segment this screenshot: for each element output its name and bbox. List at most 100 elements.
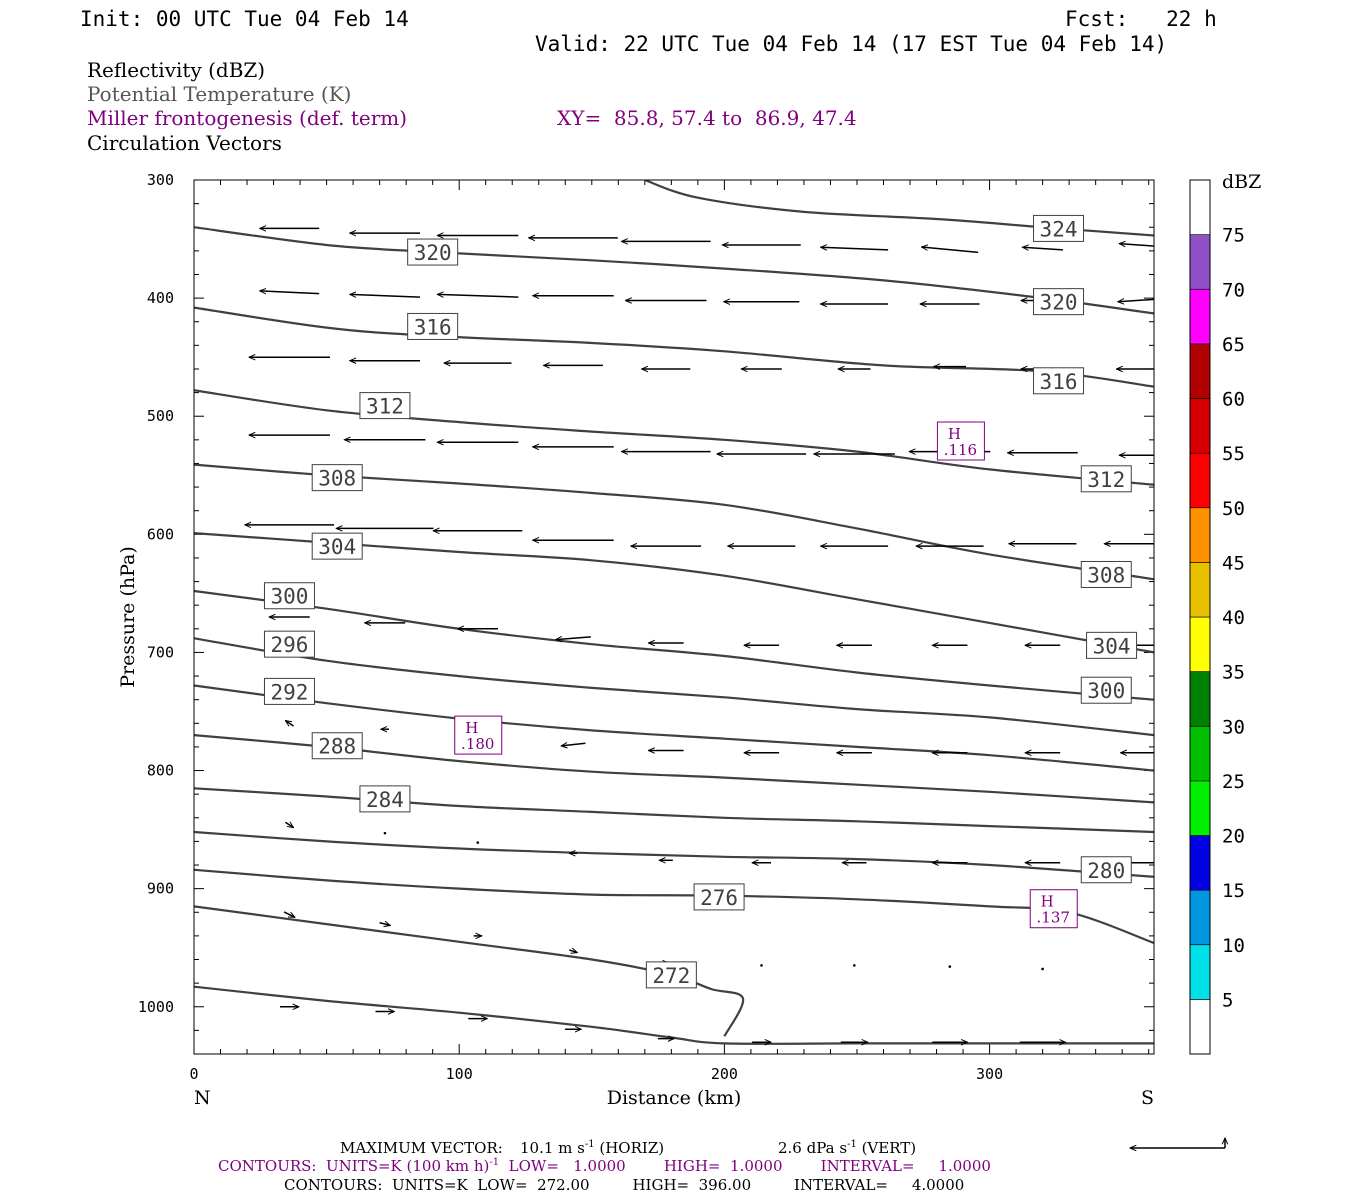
reference-vector <box>1130 1138 1225 1148</box>
y-tick-label: 800 <box>147 762 174 780</box>
colorbar-segment <box>1189 343 1211 399</box>
colorbar-level: 40 <box>1222 607 1245 629</box>
y-axis-label: Pressure (hPa) <box>117 546 139 688</box>
y-tick-label: 300 <box>147 171 174 189</box>
colorbar-segment <box>1189 288 1211 345</box>
valid-time: Valid: 22 UTC Tue 04 Feb 14 (17 EST Tue … <box>535 32 1167 56</box>
isentrope-label: 316 <box>407 312 459 340</box>
isentrope-label-text: 316 <box>414 315 452 339</box>
colorbar-segment <box>1189 234 1211 290</box>
field-theta: Potential Temperature (K) <box>87 82 351 106</box>
x-tick-label: 300 <box>976 1065 1003 1083</box>
vector-arrow <box>922 247 979 254</box>
y-tick-label: 700 <box>147 643 174 661</box>
isentrope-label: 308 <box>311 464 363 492</box>
isentrope-label-text: 300 <box>271 585 309 609</box>
vector-arrow <box>285 721 294 726</box>
isentrope-316 <box>194 306 1154 388</box>
isentrope-label-box <box>359 785 411 813</box>
isentrope-label-box <box>263 677 315 705</box>
colorbar-level: 45 <box>1222 552 1245 574</box>
x-tick-label: 200 <box>711 1065 738 1083</box>
colorbar-segment <box>1189 835 1211 891</box>
isentrope-312 <box>194 389 1154 486</box>
y-tick-label: 1000 <box>138 998 174 1016</box>
vector-arrow <box>283 911 295 918</box>
isentrope-label-box <box>1033 214 1085 242</box>
x-tick-labels: 0 100 200 300 <box>189 1065 1003 1083</box>
vector-dot <box>853 964 856 967</box>
maximum-value: .137 <box>1037 909 1070 927</box>
isentrope-label-text: 304 <box>318 535 356 559</box>
isentrope-lines <box>194 180 1154 1045</box>
vector-arrow <box>437 294 519 298</box>
isentrope-label-box <box>1033 367 1085 395</box>
vector-arrow <box>1119 244 1154 247</box>
vector-arrow <box>1022 247 1063 250</box>
isentrope-label-text: 300 <box>1087 679 1125 703</box>
isentrope-label-text: 280 <box>1087 859 1125 883</box>
vector-arrow <box>284 822 293 827</box>
isentrope-label-box <box>263 582 315 610</box>
reflectivity-colorbar: 5 10 15 20 25 30 35 40 45 50 55 60 65 70 75 <box>1189 179 1245 1055</box>
isentrope-label: 284 <box>359 785 411 813</box>
isentrope-284 <box>194 787 1154 834</box>
init-time: Init: 00 UTC Tue 04 Feb 14 <box>80 7 409 31</box>
x-axis-label: Distance (km) <box>607 1087 742 1109</box>
x-tick-label: 100 <box>446 1065 473 1083</box>
vector-arrow <box>379 923 391 926</box>
colorbar-level: 65 <box>1222 334 1245 356</box>
isentrope-320 <box>194 226 1154 315</box>
vector-dot <box>760 964 763 967</box>
colorbar-segment <box>1189 999 1211 1055</box>
y-tick-label: 500 <box>147 407 174 425</box>
x-tick-label: 0 <box>189 1065 198 1083</box>
isentrope-label-text: 316 <box>1040 370 1078 394</box>
isentrope-lowest <box>194 985 1154 1045</box>
isentrope-label: 304 <box>1086 631 1138 659</box>
isentrope-label: 324 <box>1033 214 1085 242</box>
isentrope-label-text: 324 <box>1040 217 1078 241</box>
isentrope-label: 296 <box>263 630 315 658</box>
contours-theta: CONTOURS: UNITS=K LOW= 272.00 HIGH= 396.… <box>284 1176 964 1194</box>
maximum-marker: H.116 <box>936 421 985 461</box>
colorbar-level: 60 <box>1222 389 1245 411</box>
isentrope-label-box <box>1080 856 1132 884</box>
colorbar-level: 30 <box>1222 716 1245 738</box>
colorbar-frame <box>1189 179 1211 1055</box>
isentrope-label-box <box>1080 676 1132 704</box>
isentrope-label-box <box>1080 560 1132 588</box>
isentrope-label-text: 308 <box>318 467 356 491</box>
isentrope-label: 276 <box>693 883 745 911</box>
colorbar-level: 70 <box>1222 279 1245 301</box>
isentrope-label-box <box>263 630 315 658</box>
vector-arrow <box>260 291 320 294</box>
field-reflectivity: Reflectivity (dBZ) <box>87 58 265 82</box>
vector-arrow <box>568 950 577 953</box>
isentrope-296 <box>194 637 1154 737</box>
isentrope-label: 288 <box>311 732 363 760</box>
colorbar-level: 5 <box>1222 989 1233 1011</box>
vector-dot <box>476 841 480 844</box>
isentrope-label-box <box>1033 288 1085 316</box>
maximum-marker: H.137 <box>1029 889 1078 929</box>
field-frontogenesis: Miller frontogenesis (def. term) <box>87 106 407 130</box>
colorbar-unit: dBZ <box>1222 171 1261 193</box>
vector-arrow <box>561 743 586 746</box>
axis-ticks <box>193 179 1154 1055</box>
vector-dot <box>1041 967 1044 971</box>
isentrope-label: 300 <box>263 582 315 610</box>
isentrope-label-text: 320 <box>1040 291 1078 315</box>
colorbar-level: 15 <box>1222 880 1245 902</box>
vector-arrow <box>556 637 591 640</box>
max-vector-horiz: 10.1 m s-1 (HORIZ) <box>520 1139 664 1157</box>
isentrope-label-box <box>407 238 459 266</box>
isentrope-label: 312 <box>359 392 411 420</box>
isentrope-276 <box>194 868 1154 945</box>
isentrope-label-box <box>645 961 697 989</box>
maximum-marker: H.180 <box>454 715 503 755</box>
isentrope-label-box <box>311 732 363 760</box>
isentrope-label-text: 304 <box>1093 634 1131 658</box>
isentrope-label: 300 <box>1080 676 1132 704</box>
colorbar-segment <box>1189 452 1211 509</box>
